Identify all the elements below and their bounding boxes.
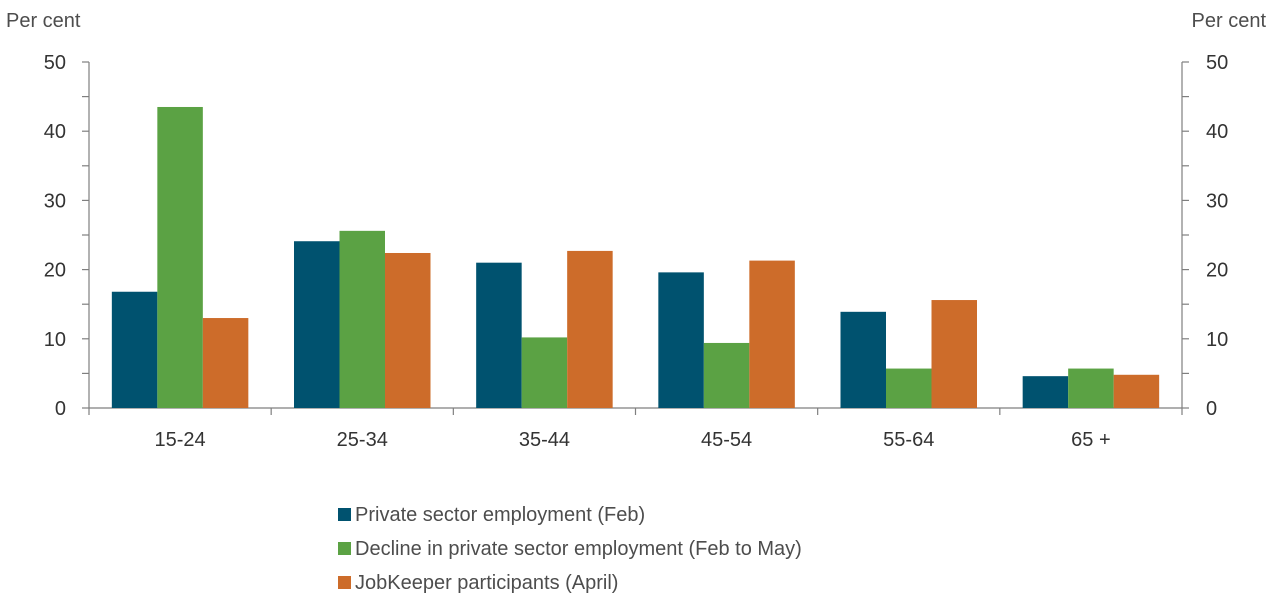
axes: [82, 61, 1189, 415]
right-y-tick-label: 0: [1206, 398, 1217, 420]
bar-55-64-series-1: [840, 311, 886, 408]
x-category-label: 25-34: [337, 429, 388, 451]
right-y-tick-label: 20: [1206, 260, 1228, 282]
legend-label: Decline in private sector employment (Fe…: [355, 538, 802, 560]
left-y-tick-label: 20: [44, 260, 66, 282]
legend-label: Private sector employment (Feb): [355, 504, 645, 526]
bar-25-34-series-2: [339, 230, 385, 408]
bar-55-64-series-3: [931, 300, 977, 408]
x-category-label: 55-64: [883, 429, 934, 451]
bar-15-24-series-1: [111, 291, 158, 408]
x-category-label: 35-44: [519, 429, 570, 451]
left-y-tick-label: 30: [44, 190, 66, 212]
bar-45-54-series-3: [749, 260, 795, 408]
bar-65+-series-3: [1113, 374, 1160, 408]
bar-35-44-series-1: [476, 262, 522, 408]
right-y-tick-label: 40: [1206, 121, 1228, 143]
left-y-tick-label: 0: [55, 398, 66, 420]
bar-25-34-series-3: [385, 252, 431, 408]
bar-25-34-series-1: [294, 241, 340, 408]
x-category-label: 45-54: [701, 429, 752, 451]
x-category-labels: 15-24 25-34 35-44 45-54 55-64 65 +: [155, 429, 1111, 451]
bar-65+-series-1: [1022, 376, 1069, 408]
x-category-label: 15-24: [155, 429, 206, 451]
legend-swatch: [338, 508, 351, 521]
bar-35-44-series-3: [567, 250, 613, 408]
legend: Private sector employment (Feb) Decline i…: [338, 504, 802, 594]
legend-swatch: [338, 576, 351, 589]
left-y-tick-label: 50: [44, 52, 66, 74]
bar-15-24-series-2: [157, 106, 203, 408]
y-tick-labels: 0 0 10 10 20 20 30 30 40 40 50 50: [44, 52, 1229, 420]
bar-55-64-series-2: [886, 368, 932, 408]
bar-45-54-series-2: [703, 342, 750, 408]
left-y-tick-label: 40: [44, 121, 66, 143]
right-y-tick-label: 50: [1206, 52, 1228, 74]
left-y-tick-label: 10: [44, 329, 66, 351]
left-axis-unit-label: Per cent: [6, 10, 81, 32]
bar-35-44-series-2: [521, 337, 568, 408]
bars: [111, 106, 1160, 408]
legend-swatch: [338, 542, 351, 555]
bar-65+-series-2: [1068, 368, 1114, 408]
x-category-label: 65 +: [1071, 429, 1110, 451]
right-y-tick-label: 30: [1206, 190, 1228, 212]
bar-45-54-series-1: [658, 272, 704, 408]
right-y-tick-label: 10: [1206, 329, 1228, 351]
right-axis-unit-label: Per cent: [1192, 10, 1267, 32]
bar-15-24-series-3: [202, 318, 249, 408]
legend-label: JobKeeper participants (April): [355, 572, 618, 594]
